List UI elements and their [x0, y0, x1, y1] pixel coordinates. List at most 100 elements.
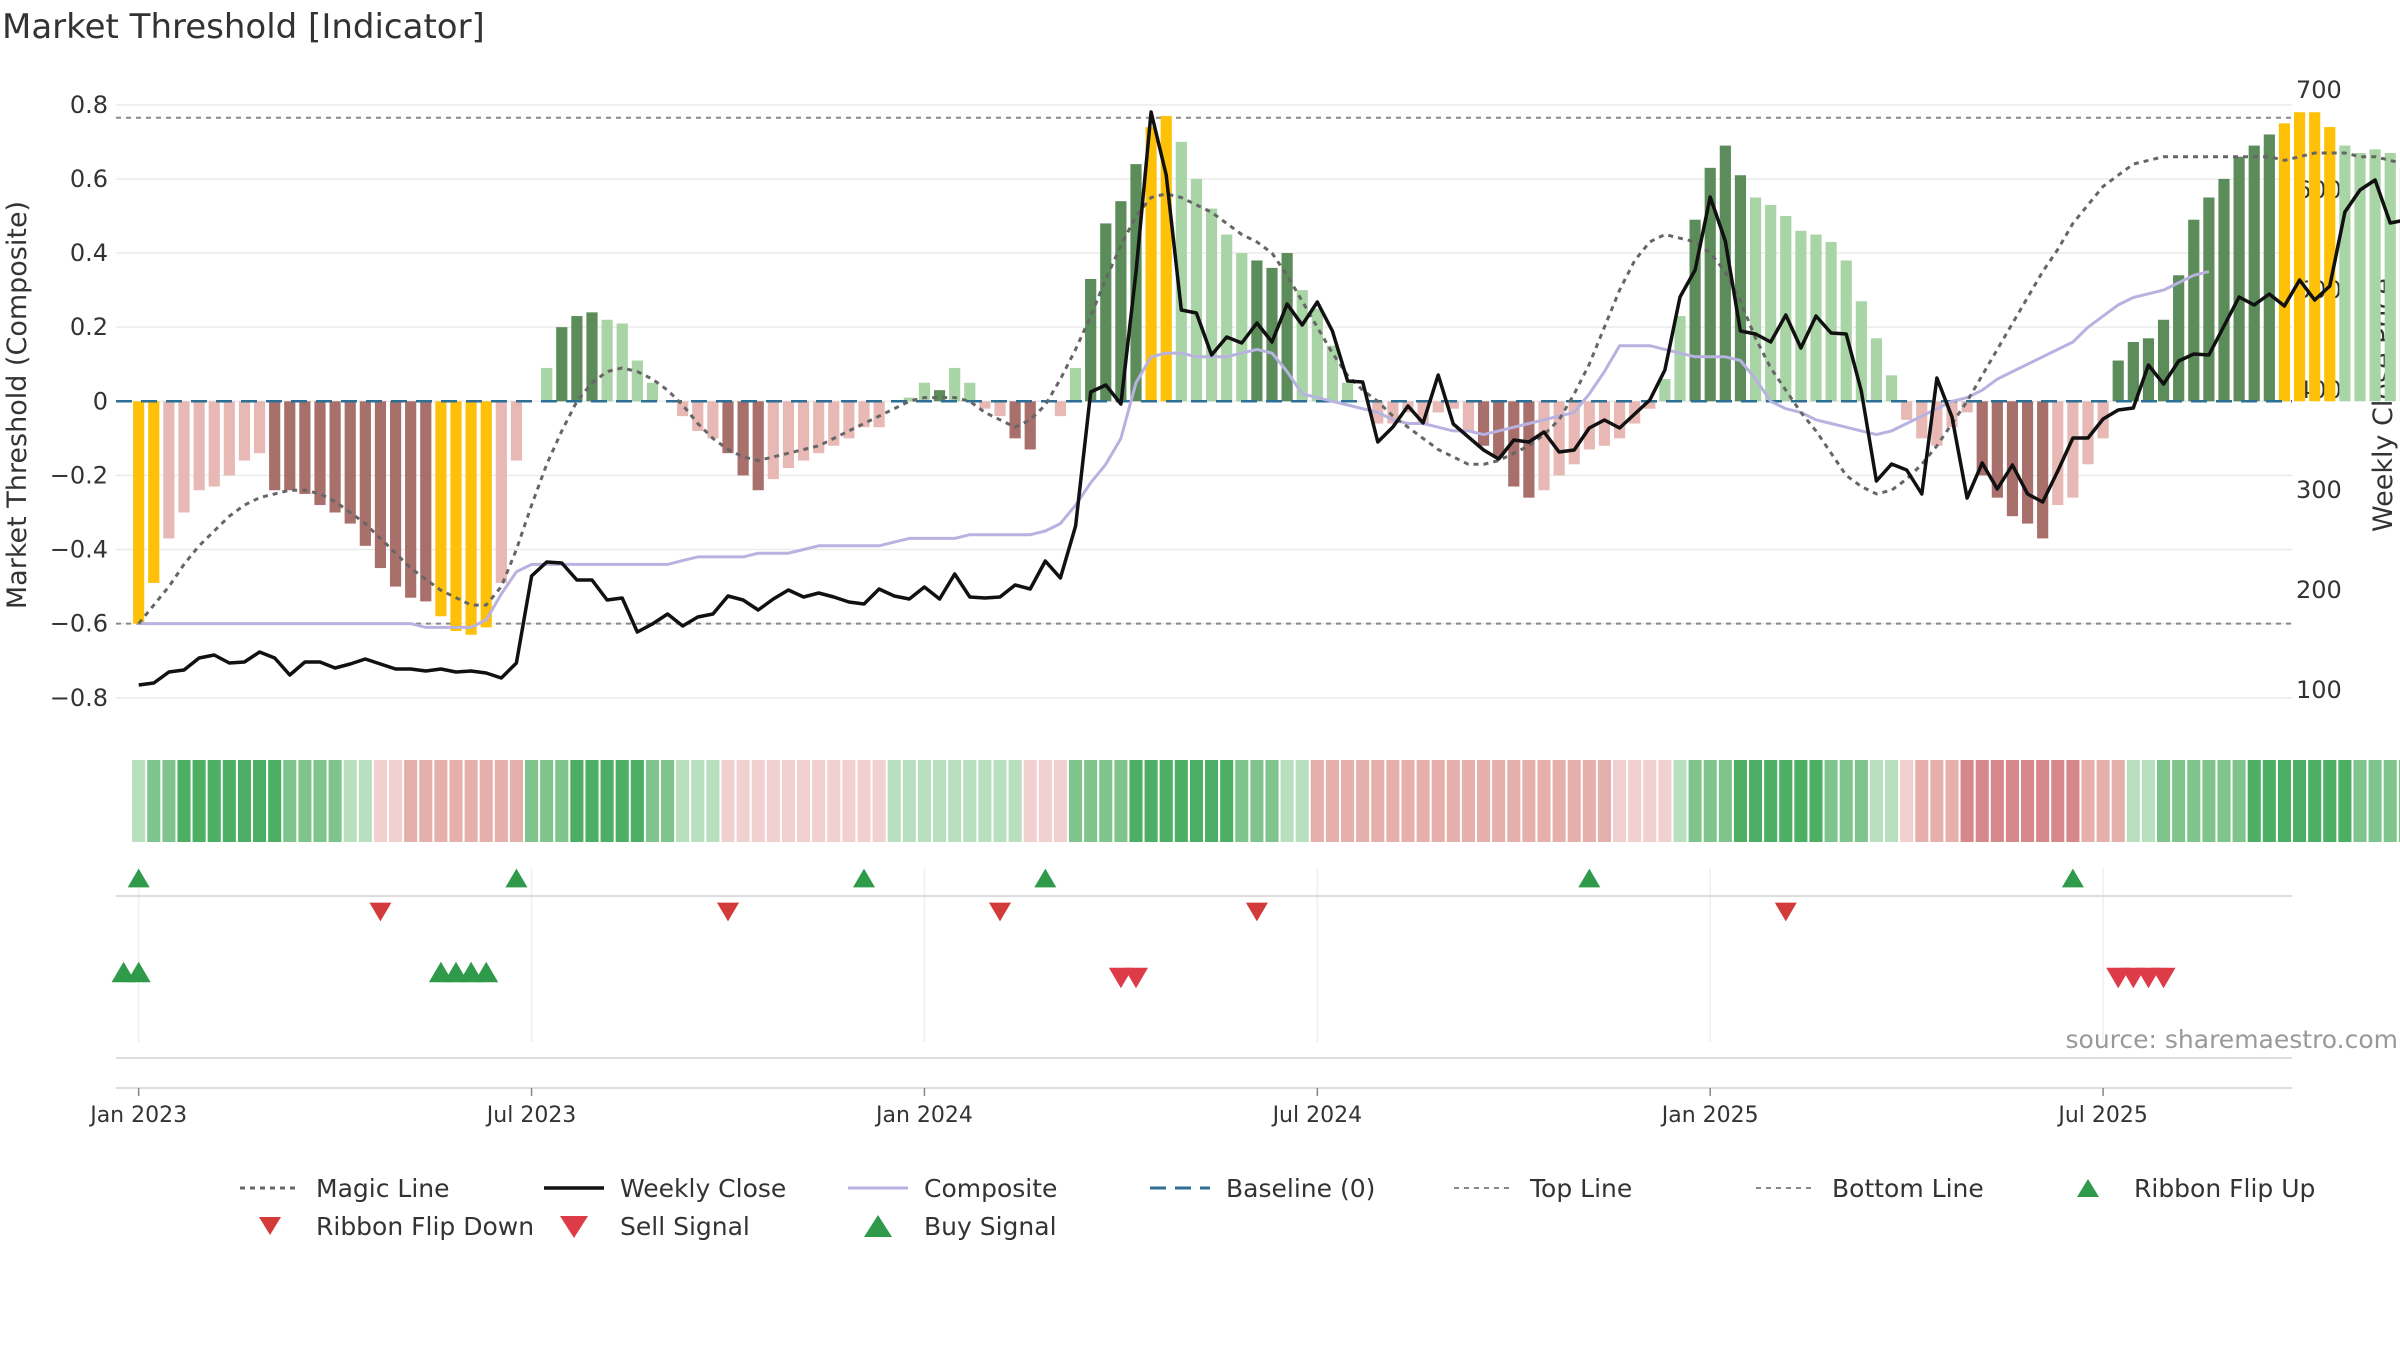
composite-bar — [782, 401, 795, 468]
ribbon-cell — [1628, 760, 1642, 842]
ribbon-cell — [1885, 760, 1899, 842]
ribbon-cell — [781, 760, 795, 842]
composite-bar — [873, 401, 885, 428]
legend-weekly-close-swatch — [544, 1186, 604, 1190]
legend-magic-line: Magic Line — [238, 1170, 450, 1206]
ribbon-flip-down-marker — [989, 902, 1011, 922]
ribbon-cell — [540, 760, 554, 842]
composite-bar — [389, 401, 402, 587]
ribbon-cell — [479, 760, 493, 842]
ribbon-cell — [1325, 760, 1339, 842]
magic-line — [137, 151, 2400, 625]
composite-bar — [2248, 145, 2260, 402]
ribbon-flip-down-marker — [1245, 902, 1268, 922]
composite-bar — [2233, 156, 2245, 402]
composite-bar — [1916, 401, 1928, 439]
ribbon-cell — [1371, 760, 1385, 842]
x-tick-label: Jul 2025 — [2056, 1103, 2148, 1128]
ribbon-cell — [857, 760, 871, 842]
buy-signal-marker — [474, 961, 499, 983]
composite-bar — [1387, 401, 1399, 424]
ribbon-cell — [691, 760, 705, 842]
composite-bar — [1447, 401, 1459, 409]
composite-bar — [1659, 379, 1671, 402]
ribbon-cell — [358, 760, 372, 842]
ribbon-cell — [1688, 760, 1702, 842]
composite-bar — [1477, 401, 1490, 446]
legend-sell-signal: Sell Signal — [542, 1208, 750, 1244]
composite-bar — [1296, 290, 1308, 402]
ribbon-cell — [1522, 760, 1536, 842]
composite-bar — [2369, 149, 2381, 402]
composite-bar — [435, 401, 447, 617]
composite-bar — [1674, 316, 1686, 402]
composite-bar — [1160, 115, 1172, 402]
legend-top-line-swatch — [1454, 1187, 1514, 1189]
y-tick-label: 0.4 — [70, 239, 108, 267]
composite-bar — [2218, 178, 2230, 402]
ribbon-cell — [1189, 760, 1203, 842]
composite-bar — [646, 382, 659, 402]
ribbon-cell — [1144, 760, 1158, 842]
ribbon-cell — [1673, 760, 1687, 842]
composite-bar — [1175, 141, 1187, 402]
composite-bar — [2067, 401, 2079, 498]
composite-bar — [918, 382, 931, 402]
composite-bar — [1734, 175, 1747, 402]
composite-bar — [163, 401, 175, 539]
y-axis-label: Market Threshold (Composite) — [2, 201, 33, 609]
ribbon-cell — [2081, 760, 2095, 842]
legend-label: Sell Signal — [620, 1211, 750, 1241]
buy-signal-marker — [111, 961, 136, 983]
ribbon-cell — [615, 760, 629, 842]
composite-bar — [223, 401, 235, 476]
ribbon-cell — [2353, 760, 2367, 842]
ribbon-cell — [449, 760, 463, 842]
composite-bar — [1326, 345, 1339, 402]
legend-ribbon-flip-up: Ribbon Flip Up — [2056, 1170, 2315, 1206]
composite-bar — [2203, 197, 2215, 402]
ribbon-cell — [827, 760, 841, 842]
ribbon-cell — [1023, 760, 1037, 842]
y2-tick-label: 700 — [2296, 76, 2342, 104]
composite-bar — [510, 401, 523, 461]
composite-bar — [208, 401, 220, 487]
legend-ribbon-flip-up-swatch — [2077, 1179, 2099, 1197]
composite-bar — [405, 401, 417, 598]
ribbon-cell — [1280, 760, 1294, 842]
composite-bar — [1870, 338, 1883, 402]
ribbon-cell — [1492, 760, 1506, 842]
ribbon-cell — [902, 760, 916, 842]
ribbon-cell — [872, 760, 886, 842]
y2-tick-label: 200 — [2296, 576, 2342, 604]
ribbon-cell — [373, 760, 387, 842]
composite-bar — [1523, 401, 1535, 498]
ribbon-flip-down-marker — [717, 902, 739, 922]
legend-label: Ribbon Flip Down — [316, 1211, 535, 1241]
legend-composite-swatch — [848, 1186, 908, 1190]
composite-bar — [964, 382, 976, 402]
composite-bar — [450, 401, 462, 632]
ribbon-cell — [1960, 760, 1974, 842]
legend-label: Buy Signal — [924, 1211, 1057, 1241]
ribbon-cell — [2036, 760, 2050, 842]
composite-bar — [1583, 401, 1595, 450]
ribbon-cell — [630, 760, 644, 842]
composite-bar — [707, 401, 719, 439]
composite-bar — [148, 401, 160, 583]
composite-bar — [344, 401, 356, 524]
ribbon-cell — [1220, 760, 1234, 842]
ribbon-flip-up-marker — [127, 868, 150, 888]
legend-bottom-line: Bottom Line — [1754, 1170, 1984, 1206]
ribbon-cell — [313, 760, 327, 842]
ribbon-cell — [812, 760, 826, 842]
ribbon-cell — [1643, 760, 1657, 842]
ribbon-cell — [253, 760, 267, 842]
composite-bar — [1885, 375, 1898, 402]
ribbon-cell — [389, 760, 403, 842]
ribbon-cell — [328, 760, 342, 842]
ribbon-cell — [1235, 760, 1249, 842]
ribbon-cell — [1386, 760, 1400, 842]
source-label: source: sharemaestro.com — [2066, 1025, 2399, 1054]
ribbon-cell — [494, 760, 508, 842]
